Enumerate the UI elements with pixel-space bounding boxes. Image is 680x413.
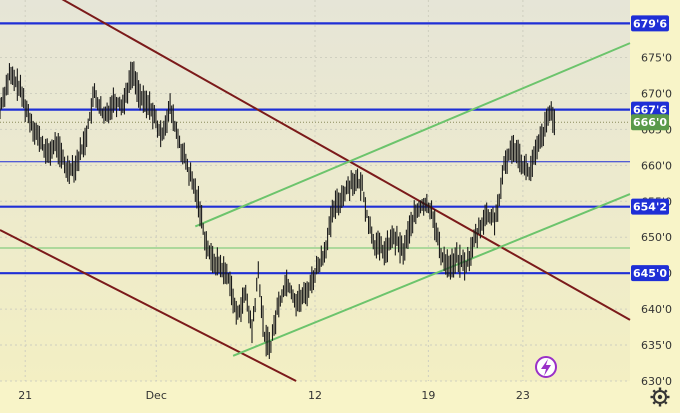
price-badge-label: 654'2 — [633, 201, 667, 214]
price-badge — [631, 265, 669, 282]
x-tick-labels: 21 Dec 12 19 23 — [18, 389, 530, 402]
trendline — [194, 42, 631, 228]
price-badge — [631, 101, 669, 118]
x-tick-label: 21 — [18, 389, 32, 402]
trendline — [61, 0, 631, 321]
price-series — [0, 61, 555, 359]
gear-icon[interactable] — [650, 387, 670, 407]
price-badge — [631, 114, 669, 131]
price-badge — [631, 15, 669, 32]
x-tick-label: 23 — [516, 389, 530, 402]
trendline — [0, 229, 297, 382]
trendlines — [0, 0, 631, 382]
y-tick-label: 640'0 — [641, 303, 672, 316]
price-badge-label: 667'6 — [633, 104, 667, 117]
price-badge-label: 645'0 — [633, 267, 667, 280]
y-tick-label: 675'0 — [641, 52, 672, 65]
time-axis[interactable] — [0, 381, 680, 413]
y-tick-label: 650'0 — [641, 231, 672, 244]
y-tick-label: 635'0 — [641, 339, 672, 352]
bolt-icon[interactable] — [535, 356, 557, 378]
x-tick-label: 12 — [308, 389, 322, 402]
x-tick-label: Dec — [146, 389, 167, 402]
y-tick-label: 630'0 — [641, 375, 672, 388]
y-tick-label: 670'0 — [641, 87, 672, 100]
y-tick-label: 660'0 — [641, 159, 672, 172]
price-badge-label: 679'6 — [633, 17, 667, 30]
price-axis[interactable] — [630, 0, 680, 381]
trendline — [232, 193, 631, 357]
x-tick-label: 19 — [421, 389, 435, 402]
price-badge — [631, 198, 669, 215]
price-badge-label: 666'0 — [633, 116, 667, 129]
